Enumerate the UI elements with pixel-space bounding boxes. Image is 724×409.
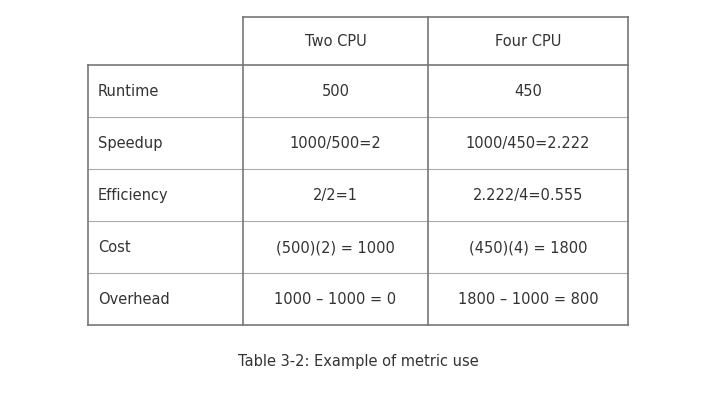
Text: 1000/500=2: 1000/500=2 xyxy=(290,136,382,151)
Text: 2.222/4=0.555: 2.222/4=0.555 xyxy=(473,188,584,203)
Text: Table 3-2: Example of metric use: Table 3-2: Example of metric use xyxy=(237,353,479,368)
Text: 1000 – 1000 = 0: 1000 – 1000 = 0 xyxy=(274,292,397,307)
Text: 1800 – 1000 = 800: 1800 – 1000 = 800 xyxy=(458,292,598,307)
Text: Two CPU: Two CPU xyxy=(305,34,366,49)
Text: (450)(4) = 1800: (450)(4) = 1800 xyxy=(468,240,587,255)
Text: Speedup: Speedup xyxy=(98,136,162,151)
Text: Efficiency: Efficiency xyxy=(98,188,169,203)
Text: (500)(2) = 1000: (500)(2) = 1000 xyxy=(276,240,395,255)
Text: 1000/450=2.222: 1000/450=2.222 xyxy=(466,136,590,151)
Text: Runtime: Runtime xyxy=(98,84,159,99)
Text: Overhead: Overhead xyxy=(98,292,169,307)
Text: Four CPU: Four CPU xyxy=(494,34,561,49)
Text: 500: 500 xyxy=(321,84,350,99)
Text: 2/2=1: 2/2=1 xyxy=(313,188,358,203)
Text: 450: 450 xyxy=(514,84,542,99)
Text: Cost: Cost xyxy=(98,240,130,255)
